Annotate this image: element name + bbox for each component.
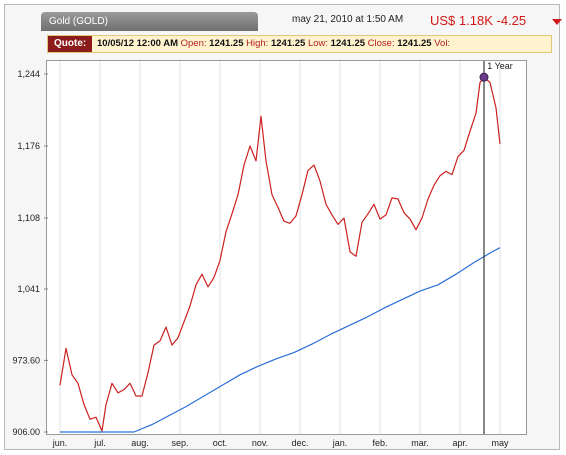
high-value: 1241.25 — [270, 38, 306, 49]
x-tick-label: jan. — [332, 438, 348, 448]
trend-series-line — [60, 247, 501, 433]
range-label: 1 Year — [487, 61, 513, 71]
quote-label: Quote: — [48, 36, 93, 52]
quote-bar: Quote: 10/05/12 12:00 AM Open: 1241.25 H… — [47, 35, 552, 53]
x-tick-label: may — [491, 438, 509, 448]
plot-area[interactable] — [46, 60, 527, 435]
open-value: 1241.25 — [209, 38, 244, 49]
x-tick-label: dec. — [291, 438, 308, 448]
quote-date: 10/05/12 12:00 AM — [97, 38, 178, 49]
x-tick-label: aug. — [131, 438, 149, 448]
y-tick-label: 1,244 — [17, 69, 40, 79]
close-label: Close: — [367, 38, 395, 49]
x-tick-label: jul. — [93, 438, 106, 448]
x-tick-label: sep. — [171, 438, 188, 448]
y-tick-label: 973.60 — [12, 355, 40, 365]
x-tick-label: jun. — [52, 438, 68, 448]
low-label: Low: — [307, 38, 329, 49]
x-tick-label: mar. — [411, 438, 429, 448]
y-tick-label: 906.00 — [12, 427, 40, 437]
y-tick-label: 1,108 — [17, 213, 40, 223]
open-label: Open: — [180, 38, 207, 49]
symbol-tab[interactable]: Gold (GOLD) — [41, 12, 258, 31]
vol-label: Vol: — [434, 38, 451, 49]
timestamp: may 21, 2010 at 1:50 AM — [292, 14, 404, 25]
x-tick-label: oct. — [213, 438, 228, 448]
x-tick-label: nov. — [252, 438, 268, 448]
close-value: 1241.25 — [397, 38, 432, 49]
quote-details: 10/05/12 12:00 AM Open: 1241.25 High: 12… — [97, 36, 450, 52]
y-tick-label: 1,176 — [17, 141, 40, 151]
y-tick-label: 1,041 — [17, 284, 40, 294]
price-series-line — [59, 76, 501, 432]
price-change: US$ 1.18K -4.25 — [430, 13, 527, 28]
high-label: High: — [246, 38, 269, 49]
x-tick-label: apr. — [452, 438, 467, 448]
low-value: 1241.25 — [330, 38, 366, 49]
down-arrow-icon — [552, 19, 562, 25]
x-tick-label: feb. — [372, 438, 387, 448]
crosshair-marker — [479, 72, 489, 82]
